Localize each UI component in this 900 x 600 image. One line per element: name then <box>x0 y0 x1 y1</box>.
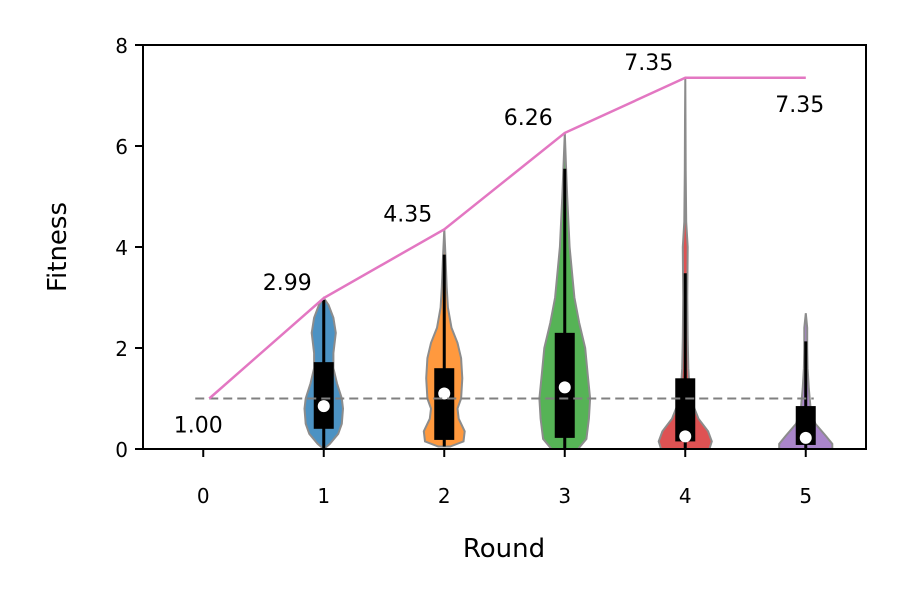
max-value-label-5: 7.35 <box>775 93 824 118</box>
median-dot-5 <box>799 431 812 444</box>
max-value-label-0: 1.00 <box>174 414 223 439</box>
median-dot-4 <box>679 430 692 443</box>
x-tick-label-2: 2 <box>438 484 451 508</box>
y-tick-label-6: 6 <box>115 135 128 159</box>
iqr-box-1 <box>313 362 334 429</box>
max-value-label-2: 4.35 <box>383 202 432 227</box>
boxes-layer <box>313 168 816 449</box>
max-value-label-1: 2.99 <box>263 271 312 296</box>
y-axis-title: Fitness <box>43 202 73 292</box>
iqr-box-2 <box>434 368 455 440</box>
x-tick-label-0: 0 <box>197 484 210 508</box>
median-dot-3 <box>558 381 571 394</box>
y-tick-label-0: 0 <box>115 438 128 462</box>
x-tick-label-3: 3 <box>558 484 571 508</box>
y-tick-label-2: 2 <box>115 337 128 361</box>
x-axis-title: Round <box>463 534 545 564</box>
x-tick-label-1: 1 <box>317 484 330 508</box>
y-tick-label-4: 4 <box>115 236 128 260</box>
y-tick-label-8: 8 <box>115 34 128 58</box>
median-dot-2 <box>438 387 451 400</box>
max-value-label-4: 7.35 <box>624 51 673 76</box>
iqr-box-4 <box>675 378 696 442</box>
max-value-label-3: 6.26 <box>504 106 553 131</box>
max-fitness-line <box>208 76 806 400</box>
x-tick-label-4: 4 <box>679 484 692 508</box>
median-dot-1 <box>317 400 330 413</box>
ticks-layer: 0 1 2 3 4 5 0 2 4 6 8 <box>115 34 812 508</box>
lines-layer <box>195 76 814 400</box>
x-tick-label-5: 5 <box>799 484 812 508</box>
labels-layer: 1.00 2.99 4.35 6.26 7.35 7.35 <box>174 51 824 439</box>
